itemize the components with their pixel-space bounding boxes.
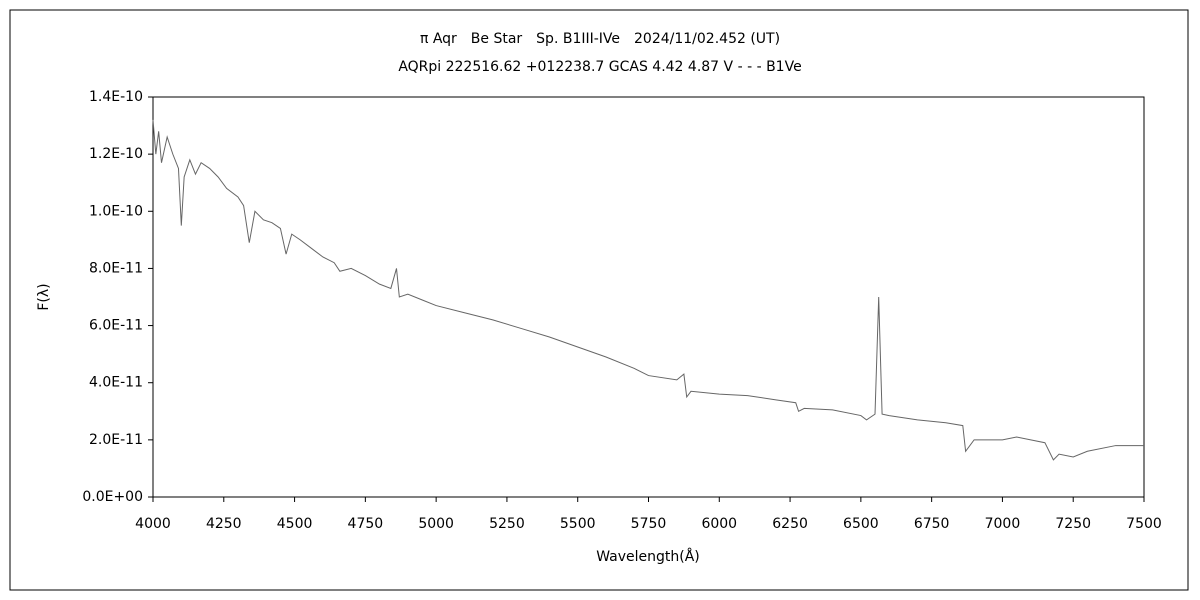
y-tick-label: 1.0E-10 [89,203,143,219]
x-tick-label: 7500 [1126,516,1162,532]
x-tick-label: 5000 [418,516,454,532]
y-tick-label: 8.0E-11 [89,260,143,276]
y-tick-label: 1.2E-10 [89,146,143,162]
x-tick-label: 6250 [772,516,808,532]
y-tick-label: 0.0E+00 [82,489,143,505]
x-tick-label: 5250 [489,516,525,532]
x-tick-label: 4500 [277,516,313,532]
x-tick-label: 4750 [348,516,384,532]
x-tick-label: 7000 [985,516,1021,532]
x-tick-label: 5500 [560,516,596,532]
x-tick-label: 6000 [701,516,737,532]
x-axis-label: Wavelength(Å) [596,548,700,565]
y-tick-label: 4.0E-11 [89,375,143,391]
chart-subtitle: AQRpi 222516.62 +012238.7 GCAS 4.42 4.87… [398,59,801,75]
x-tick-label: 5750 [631,516,667,532]
x-tick-label: 6500 [843,516,879,532]
y-axis-label: F(λ) [36,283,52,310]
y-tick-label: 6.0E-11 [89,318,143,334]
x-tick-label: 4000 [135,516,171,532]
x-tick-label: 6750 [914,516,950,532]
x-tick-label: 4250 [206,516,242,532]
chart-title: π Aqr Be Star Sp. B1III-IVe 2024/11/02.4… [420,31,780,47]
outer-frame [9,9,1189,591]
x-tick-label: 7250 [1055,516,1091,532]
spectrum-line [152,119,1144,461]
y-tick-label: 2.0E-11 [89,432,143,448]
y-tick-label: 1.4E-10 [89,89,143,105]
